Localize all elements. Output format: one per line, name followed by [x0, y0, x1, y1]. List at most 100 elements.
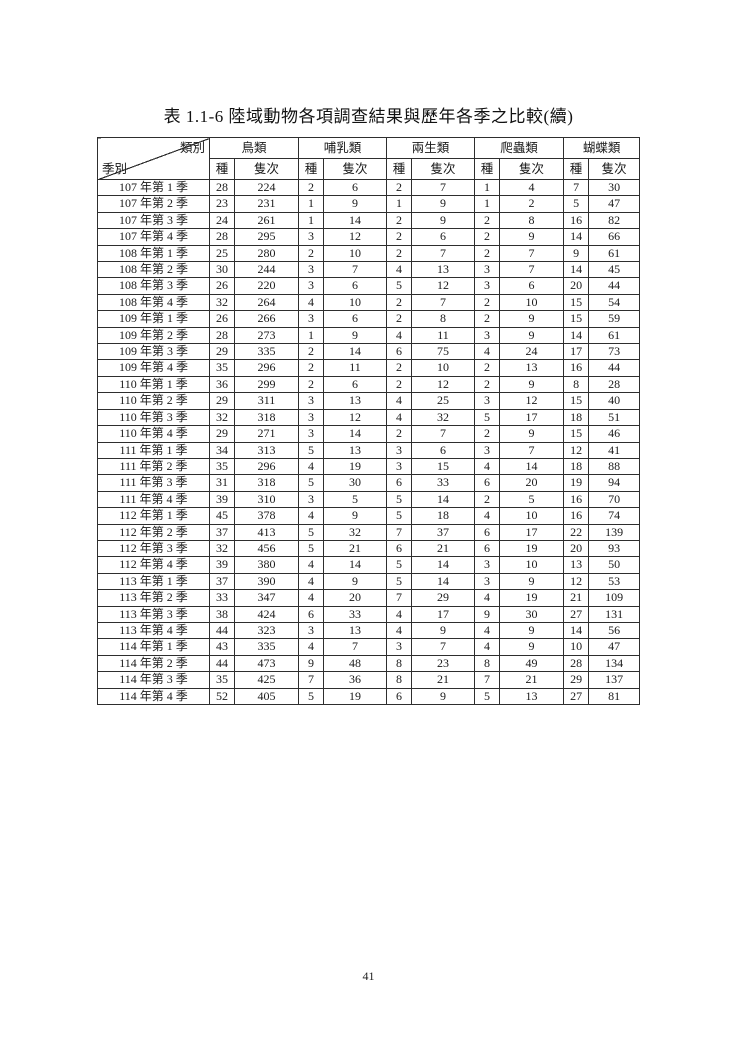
table-cell: 35: [209, 671, 235, 689]
category-header-butterflies: 蝴蝶類: [563, 137, 641, 159]
table-cell: 14: [563, 326, 590, 345]
table-cell: 2: [474, 310, 501, 328]
table-cell: 40: [588, 392, 641, 410]
season-label: 110 年第 2 季: [97, 392, 210, 410]
table-cell: 220: [233, 277, 300, 295]
season-label: 108 年第 2 季: [97, 261, 210, 279]
table-cell: 9: [323, 507, 388, 525]
table-cell: 51: [588, 408, 641, 427]
table-cell: 3: [386, 638, 413, 656]
table-cell: 32: [209, 539, 235, 558]
table-cell: 10: [499, 556, 565, 574]
table-cell: 7: [411, 293, 476, 312]
table-row: 107 年第 3 季 24 261 1 14 2 9 2 8 16 82: [97, 211, 641, 230]
table-cell: 5: [474, 408, 501, 427]
table-cell: 3: [298, 392, 325, 410]
table-cell: 7: [499, 244, 565, 263]
table-cell: 14: [563, 228, 590, 246]
table-cell: 318: [233, 474, 300, 492]
table-cell: 4: [298, 638, 325, 656]
table-cell: 34: [209, 441, 235, 459]
table-cell: 44: [209, 654, 235, 673]
table-cell: 4: [386, 326, 413, 345]
table-cell: 54: [588, 293, 641, 312]
table-cell: 29: [209, 425, 235, 443]
table-cell: 32: [209, 293, 235, 312]
table-cell: 37: [411, 523, 476, 541]
table-cell: 27: [563, 605, 590, 623]
table-cell: 6: [411, 441, 476, 459]
table-cell: 4: [298, 556, 325, 574]
table-cell: 3: [474, 392, 501, 410]
table-cell: 3: [298, 310, 325, 328]
table-row: 113 年第 1 季 37 390 4 9 5 14 3 9 12 53: [97, 572, 641, 591]
season-label: 107 年第 4 季: [97, 228, 210, 246]
table-cell: 11: [411, 326, 476, 345]
table-cell: 9: [563, 244, 590, 263]
table-cell: 9: [499, 425, 565, 443]
table-cell: 14: [323, 343, 388, 361]
table-cell: 19: [323, 687, 388, 706]
table-row: 111 年第 2 季 35 296 4 19 3 15 4 14 18 88: [97, 457, 641, 476]
table-cell: 13: [499, 687, 565, 706]
table-cell: 296: [233, 457, 300, 476]
table-cell: 44: [588, 359, 641, 377]
subheader-species: 種: [386, 158, 413, 180]
season-label: 112 年第 2 季: [97, 523, 210, 541]
table-cell: 4: [298, 293, 325, 312]
table-cell: 25: [209, 244, 235, 263]
table-cell: 23: [209, 195, 235, 213]
table-cell: 28: [209, 326, 235, 345]
table-cell: 15: [563, 293, 590, 312]
table-cell: 13: [323, 392, 388, 410]
season-label: 111 年第 2 季: [97, 457, 210, 476]
table-cell: 5: [298, 539, 325, 558]
table-cell: 15: [411, 457, 476, 476]
table-cell: 30: [323, 474, 388, 492]
table-cell: 6: [323, 310, 388, 328]
table-cell: 28: [563, 654, 590, 673]
table-cell: 5: [298, 523, 325, 541]
table-cell: 12: [499, 392, 565, 410]
table-cell: 88: [588, 457, 641, 476]
table-cell: 2: [386, 178, 413, 197]
table-cell: 29: [411, 589, 476, 607]
table-cell: 3: [474, 277, 501, 295]
season-label: 114 年第 4 季: [97, 687, 210, 706]
table-cell: 18: [563, 457, 590, 476]
table-cell: 74: [588, 507, 641, 525]
table-cell: 20: [563, 277, 590, 295]
table-row: 110 年第 1 季 36 299 2 6 2 12 2 9 8 28: [97, 375, 641, 394]
table-cell: 12: [323, 228, 388, 246]
table-cell: 273: [233, 326, 300, 345]
table-cell: 6: [323, 178, 388, 197]
table-cell: 3: [298, 425, 325, 443]
table-header: 類別 季別 鳥類 哺乳類 兩生類 爬蟲類 蝴蝶類 種 隻次 種 隻次 種 隻次 …: [97, 137, 641, 180]
table-cell: 296: [233, 359, 300, 377]
season-label: 109 年第 1 季: [97, 310, 210, 328]
table-cell: 52: [209, 687, 235, 706]
table-cell: 2: [474, 359, 501, 377]
table-cell: 5: [323, 490, 388, 509]
table-cell: 24: [209, 211, 235, 230]
table-cell: 26: [209, 277, 235, 295]
season-label: 113 年第 3 季: [97, 605, 210, 623]
season-label: 107 年第 1 季: [97, 178, 210, 197]
table-cell: 7: [411, 244, 476, 263]
table-cell: 4: [474, 457, 501, 476]
table-row: 110 年第 2 季 29 311 3 13 4 25 3 12 15 40: [97, 392, 641, 410]
table-cell: 323: [233, 621, 300, 640]
table-cell: 3: [474, 556, 501, 574]
table-cell: 61: [588, 326, 641, 345]
table-cell: 1: [298, 211, 325, 230]
table-row: 112 年第 4 季 39 380 4 14 5 14 3 10 13 50: [97, 556, 641, 574]
table-cell: 17: [563, 343, 590, 361]
season-label: 112 年第 1 季: [97, 507, 210, 525]
table-cell: 244: [233, 261, 300, 279]
table-cell: 9: [499, 572, 565, 591]
table-cell: 8: [411, 310, 476, 328]
table-cell: 4: [386, 605, 413, 623]
table-cell: 9: [474, 605, 501, 623]
table-cell: 1: [386, 195, 413, 213]
